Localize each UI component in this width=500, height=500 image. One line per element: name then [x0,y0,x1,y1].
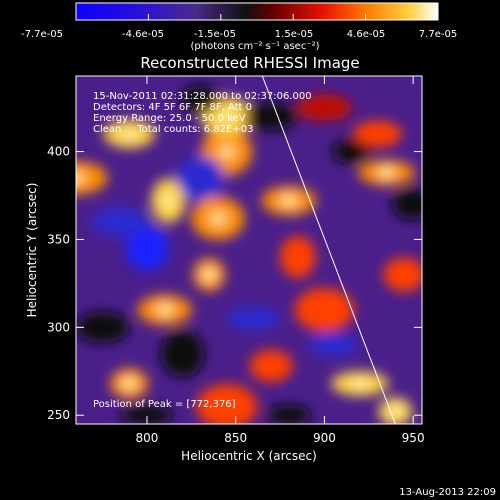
heatmap-blob-24 [308,333,358,357]
colorbar-unit-label: (photons cm⁻² s⁻¹ asec⁻²) [190,41,319,52]
y-tick-label-400: 400 [47,145,70,159]
colorbar: -7.7e-05 -4.6e-05 -1.5e-05 1.5e-05 4.6e-… [21,2,457,52]
heatmap-core-2 [219,110,234,123]
heatmap-core-6 [379,166,394,179]
y-axis-ticks [76,151,422,416]
heatmap-blob-30 [332,139,370,164]
heatmap-blob-13 [196,384,258,424]
x-tick-label-950: 950 [402,431,425,445]
colorbar-tick-1: -4.6e-05 [122,29,164,40]
annotation-detectors: Detectors: 4F 5F 6F 7F 8F, Att 0 [93,102,252,113]
heatmap-core-12 [122,377,137,390]
annotation-energy-range: Energy Range: 25.0 - 50.0 keV [93,113,246,124]
heatmap-blob-19 [296,94,352,121]
colorbar-tick-0: -7.7e-05 [21,29,63,40]
plot-frame [75,75,423,425]
y-tick-label-250: 250 [47,408,70,422]
heatmap-blob-18 [76,161,108,195]
heatmap-blob-23 [226,306,281,331]
heatmap-blob-20 [125,226,169,271]
heatmap-blob-17 [383,257,422,292]
heatmap-blob-9 [294,287,355,332]
heatmap-core-4 [210,212,225,225]
colorbar-gradient [75,2,439,21]
annotation-peak-position: Position of Peak = [772,376] [93,399,236,410]
colorbar-tick-3: 1.5e-05 [275,29,313,40]
x-axis-label: Heliocentric X (arcsec) [181,449,317,463]
x-tick-label-900: 900 [313,431,336,445]
x-axis-ticks [146,76,414,424]
heatmap-blob-26 [244,102,298,130]
annotation-clean-counts: Clean Total counts: 6.82E+03 [93,124,253,135]
heatmap-core-18 [76,171,83,184]
heatmap-core-11 [157,303,172,316]
heatmap [76,76,422,424]
heatmap-blob-28 [160,330,204,377]
y-tick-label-300: 300 [47,320,70,334]
heatmap-core-15 [352,377,367,390]
y-axis-label: Heliocentric Y (arcsec) [25,183,39,318]
heatmap-blob-22 [176,156,224,200]
y-tick-label-350: 350 [47,232,70,246]
heatmap-blob-29 [267,404,311,424]
heatmap-blob-27 [392,188,422,220]
heatmap-blob-14 [249,349,293,383]
x-tick-label-850: 850 [224,431,247,445]
heatmap-blob-32 [181,84,220,113]
heatmap-blob-7 [353,120,403,148]
colorbar-tick-2: -1.5e-05 [194,29,236,40]
heatmap-core-1 [219,145,234,158]
heatmap-blob-21 [91,207,150,237]
heatmap-blob-8 [280,236,316,279]
heatmap-core-0 [122,128,137,140]
heatmap-core-5 [281,194,296,207]
chart-title: Reconstructed RHESSI Image [140,54,359,72]
footer-timestamp: 13-Aug-2013 22:09 [399,487,496,498]
colorbar-tick-4: 4.6e-05 [347,29,385,40]
heatmap-core-10 [202,268,217,281]
x-tick-label-800: 800 [136,431,159,445]
heatmap-blobs [76,84,422,424]
heatmap-core-3 [161,194,176,207]
annotation-time-range: 15-Nov-2011 02:31:28.000 to 02:37:06.000 [93,91,312,102]
colorbar-ticks [75,14,439,20]
solar-limb-line [261,76,396,424]
heatmap-blob-31 [120,405,173,424]
colorbar-tick-5: 7.7e-05 [419,29,457,40]
heatmap-blob-25 [76,311,130,343]
